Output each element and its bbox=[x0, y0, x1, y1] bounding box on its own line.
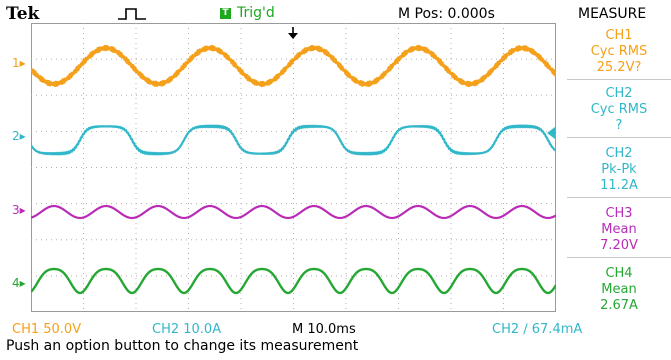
measurement-4[interactable]: CH3 Mean 7.20V bbox=[567, 202, 671, 258]
brand-logo: Tek bbox=[6, 4, 40, 24]
trigger-badge: T bbox=[220, 7, 231, 19]
trigger-position-icon bbox=[288, 27, 298, 39]
measurement-value: 2.67A bbox=[600, 298, 638, 313]
ch2-marker: 2▸ bbox=[12, 129, 26, 143]
measure-panel: CH1 Cyc RMS 25.2V? CH2 Cyc RMS ? CH2 Pk-… bbox=[567, 24, 671, 324]
measurement-value: 25.2V? bbox=[596, 60, 642, 75]
pulse-icon bbox=[118, 6, 146, 25]
status-bar: Tek T Trig'd M Pos: 0.000s MEASURE bbox=[0, 0, 671, 26]
ch2-waveform bbox=[31, 124, 556, 156]
measurement-3[interactable]: CH2 Pk-Pk 11.2A bbox=[567, 142, 671, 198]
measurement-channel: CH1 bbox=[605, 28, 633, 43]
measurement-type: Pk-Pk bbox=[601, 162, 637, 177]
trigger-readout: CH2 ∕ 67.4mA bbox=[492, 322, 583, 337]
measurement-2[interactable]: CH2 Cyc RMS ? bbox=[567, 82, 671, 138]
measurement-type: Cyc RMS bbox=[590, 102, 648, 117]
measurement-type: Mean bbox=[601, 282, 637, 297]
graticule bbox=[31, 23, 556, 312]
ch4-waveform bbox=[31, 267, 556, 295]
ch3-marker: 3▸ bbox=[12, 203, 26, 217]
measurement-1[interactable]: CH1 Cyc RMS 25.2V? bbox=[567, 24, 671, 80]
horizontal-position: M Pos: 0.000s bbox=[398, 6, 495, 22]
measurement-channel: CH2 bbox=[605, 146, 633, 161]
menu-title: MEASURE bbox=[578, 6, 647, 22]
ch3-waveform bbox=[31, 204, 556, 220]
trigger-status-text: Trig'd bbox=[237, 5, 275, 21]
ch2-scale: CH2 10.0A bbox=[152, 322, 222, 337]
measurement-channel: CH2 bbox=[605, 86, 633, 101]
measurement-type: Cyc RMS bbox=[590, 44, 648, 59]
timebase: M 10.0ms bbox=[292, 322, 356, 337]
help-text: Push an option button to change its meas… bbox=[6, 338, 359, 354]
measurement-value: 11.2A bbox=[600, 178, 638, 193]
measurement-value: ? bbox=[615, 118, 623, 133]
measurement-5[interactable]: CH4 Mean 2.67A bbox=[567, 262, 671, 318]
trigger-status: T Trig'd bbox=[220, 5, 275, 21]
waveform-display bbox=[31, 23, 556, 312]
measurement-type: Mean bbox=[601, 222, 637, 237]
measurement-channel: CH4 bbox=[605, 266, 633, 281]
measurement-channel: CH3 bbox=[605, 206, 633, 221]
measurement-value: 7.20V bbox=[600, 238, 638, 253]
ch4-marker: 4▸ bbox=[12, 276, 26, 290]
ch1-waveform bbox=[31, 44, 556, 88]
ch1-marker: 1▸ bbox=[12, 56, 26, 70]
ch1-scale: CH1 50.0V bbox=[12, 322, 82, 337]
trigger-level-icon bbox=[547, 127, 555, 139]
